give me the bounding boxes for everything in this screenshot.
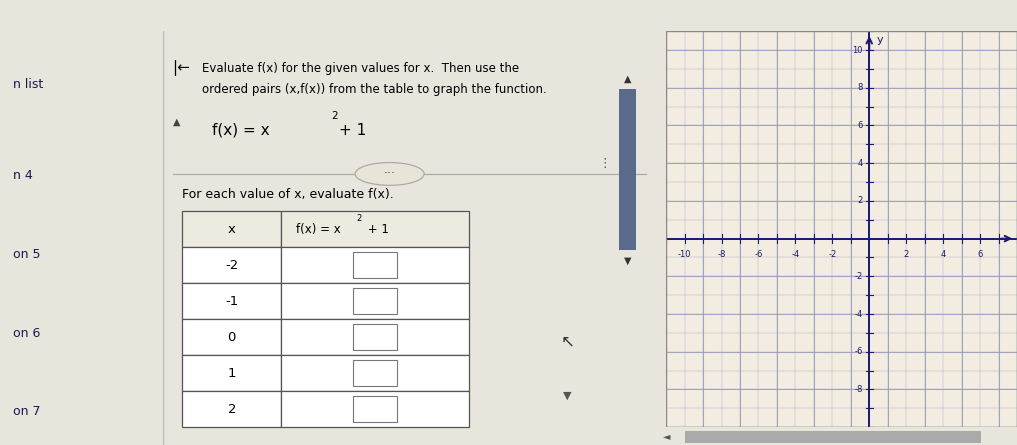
Text: -2: -2: [854, 272, 862, 281]
Bar: [281, 391, 469, 427]
Bar: [182, 319, 281, 355]
Text: For each value of x, evaluate f(x).: For each value of x, evaluate f(x).: [182, 188, 395, 201]
Text: x: x: [228, 222, 236, 236]
Text: 0: 0: [228, 331, 236, 344]
Text: -8: -8: [717, 250, 726, 259]
Text: 10: 10: [852, 45, 862, 54]
Text: 2: 2: [228, 403, 236, 416]
Text: 2: 2: [332, 111, 338, 121]
Text: -1: -1: [225, 295, 238, 307]
Bar: [182, 211, 281, 247]
Text: ↖: ↖: [560, 332, 575, 351]
Bar: [353, 288, 397, 314]
Text: f(x) = x: f(x) = x: [213, 123, 270, 138]
Text: 4: 4: [941, 250, 946, 259]
Bar: [353, 360, 397, 386]
Bar: [281, 283, 469, 319]
Bar: [281, 211, 469, 247]
Text: -8: -8: [854, 385, 862, 394]
Text: -6: -6: [755, 250, 763, 259]
Text: ▲: ▲: [173, 117, 180, 127]
Text: ···: ···: [383, 167, 396, 180]
Text: 2: 2: [903, 250, 909, 259]
Bar: [281, 319, 469, 355]
Text: -10: -10: [678, 250, 692, 259]
Bar: [619, 89, 637, 251]
Bar: [353, 396, 397, 422]
Text: + 1: + 1: [364, 222, 388, 236]
Bar: [281, 247, 469, 283]
Text: 8: 8: [857, 83, 862, 92]
Text: |←: |←: [173, 61, 190, 77]
Text: ordered pairs (x,f(x)) from the table to graph the function.: ordered pairs (x,f(x)) from the table to…: [202, 83, 547, 96]
Bar: [182, 283, 281, 319]
Text: n list: n list: [13, 78, 44, 92]
Text: n 4: n 4: [13, 170, 33, 182]
Text: 2: 2: [857, 196, 862, 206]
Text: 6: 6: [857, 121, 862, 130]
Text: -4: -4: [854, 310, 862, 319]
Text: y: y: [877, 35, 884, 45]
Text: Evaluate f(x) for the given values for x.  Then use the: Evaluate f(x) for the given values for x…: [202, 62, 520, 75]
Text: on 7: on 7: [13, 405, 41, 418]
Text: -4: -4: [791, 250, 799, 259]
Text: 6: 6: [977, 250, 982, 259]
Text: 2: 2: [356, 214, 361, 223]
Ellipse shape: [355, 162, 424, 185]
Text: + 1: + 1: [340, 123, 366, 138]
Bar: [281, 355, 469, 391]
Text: 4: 4: [857, 159, 862, 168]
Bar: [182, 391, 281, 427]
Text: ▲: ▲: [623, 74, 632, 84]
Text: ▼: ▼: [623, 256, 632, 266]
Text: -2: -2: [828, 250, 836, 259]
Text: on 5: on 5: [13, 248, 41, 261]
Text: ▼: ▼: [563, 390, 572, 400]
Text: f(x) = x: f(x) = x: [296, 222, 341, 236]
Text: -6: -6: [854, 347, 862, 356]
Text: 1: 1: [228, 367, 236, 380]
Text: -2: -2: [225, 259, 238, 272]
Bar: [182, 355, 281, 391]
Bar: [353, 252, 397, 278]
Bar: [684, 431, 980, 443]
Text: on 6: on 6: [13, 327, 41, 340]
Text: ◄: ◄: [663, 431, 670, 441]
Bar: [182, 247, 281, 283]
Bar: [353, 324, 397, 350]
Text: ⋮: ⋮: [598, 157, 610, 170]
